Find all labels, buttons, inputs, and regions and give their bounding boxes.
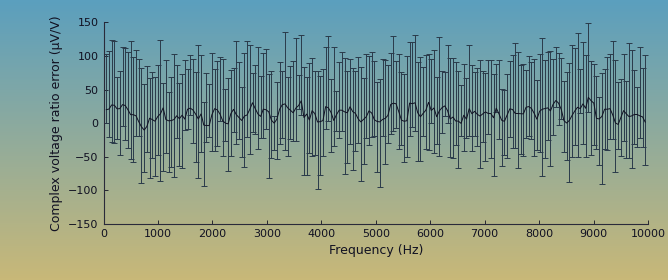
X-axis label: Frequency (Hz): Frequency (Hz) <box>329 244 423 257</box>
Y-axis label: Complex voltage ratio error (μV/V): Complex voltage ratio error (μV/V) <box>49 15 63 231</box>
